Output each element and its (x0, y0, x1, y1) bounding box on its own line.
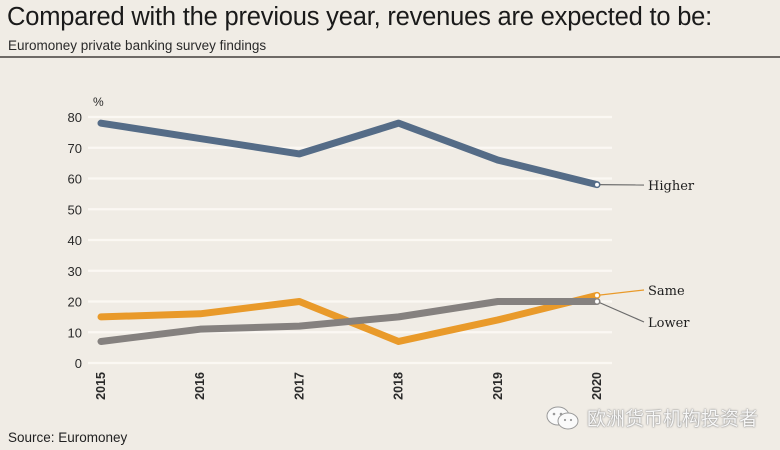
header-divider (0, 56, 780, 58)
x-tick-label: 2017 (292, 372, 306, 400)
leader-line-same (596, 289, 645, 296)
end-marker-lower (593, 298, 601, 305)
watermark-text: 欧洲货币机构投资者 (587, 408, 759, 430)
x-tick-label: 2020 (590, 372, 604, 400)
chart-title: Compared with the previous year, revenue… (7, 3, 713, 31)
source-note: Source: Euromoney (8, 430, 128, 445)
x-tick-label: 2016 (193, 372, 207, 400)
end-marker-higher (593, 181, 601, 188)
x-tick-label: 2019 (491, 372, 505, 400)
x-tick-label: 2015 (94, 372, 108, 400)
y-axis-unit-label: % (93, 95, 104, 109)
series-line-higher (97, 119, 601, 189)
gridlines (88, 115, 612, 365)
watermark: 欧洲货币机构投资者 (545, 404, 758, 431)
y-tick-label: 20 (68, 295, 82, 310)
y-tick-label: 60 (68, 172, 82, 187)
y-tick-label: 10 (68, 325, 82, 340)
series-lines (97, 119, 601, 345)
y-tick-label: 0 (75, 356, 82, 371)
y-axis-ticks: 0 10 20 30 40 50 60 70 80 (68, 110, 82, 371)
y-tick-label: 50 (68, 202, 82, 217)
end-marker-same (593, 292, 601, 299)
x-axis-ticks: 2015 2016 2017 2018 2019 2020 (94, 372, 604, 400)
wechat-icon (546, 406, 579, 429)
x-tick-label: 2018 (392, 372, 406, 400)
y-tick-label: 70 (68, 141, 82, 156)
y-tick-label: 80 (68, 110, 82, 125)
chart-subtitle: Euromoney private banking survey finding… (8, 38, 267, 53)
series-label-lower: Lower (648, 316, 690, 331)
series-label-same: Same (648, 284, 685, 299)
y-tick-label: 40 (68, 233, 82, 248)
series-label-higher: Higher (648, 179, 695, 194)
series-line-lower (97, 298, 601, 345)
series-labels: Higher Same Lower (593, 179, 695, 331)
leader-line-lower (596, 300, 645, 323)
y-tick-label: 30 (68, 264, 82, 279)
